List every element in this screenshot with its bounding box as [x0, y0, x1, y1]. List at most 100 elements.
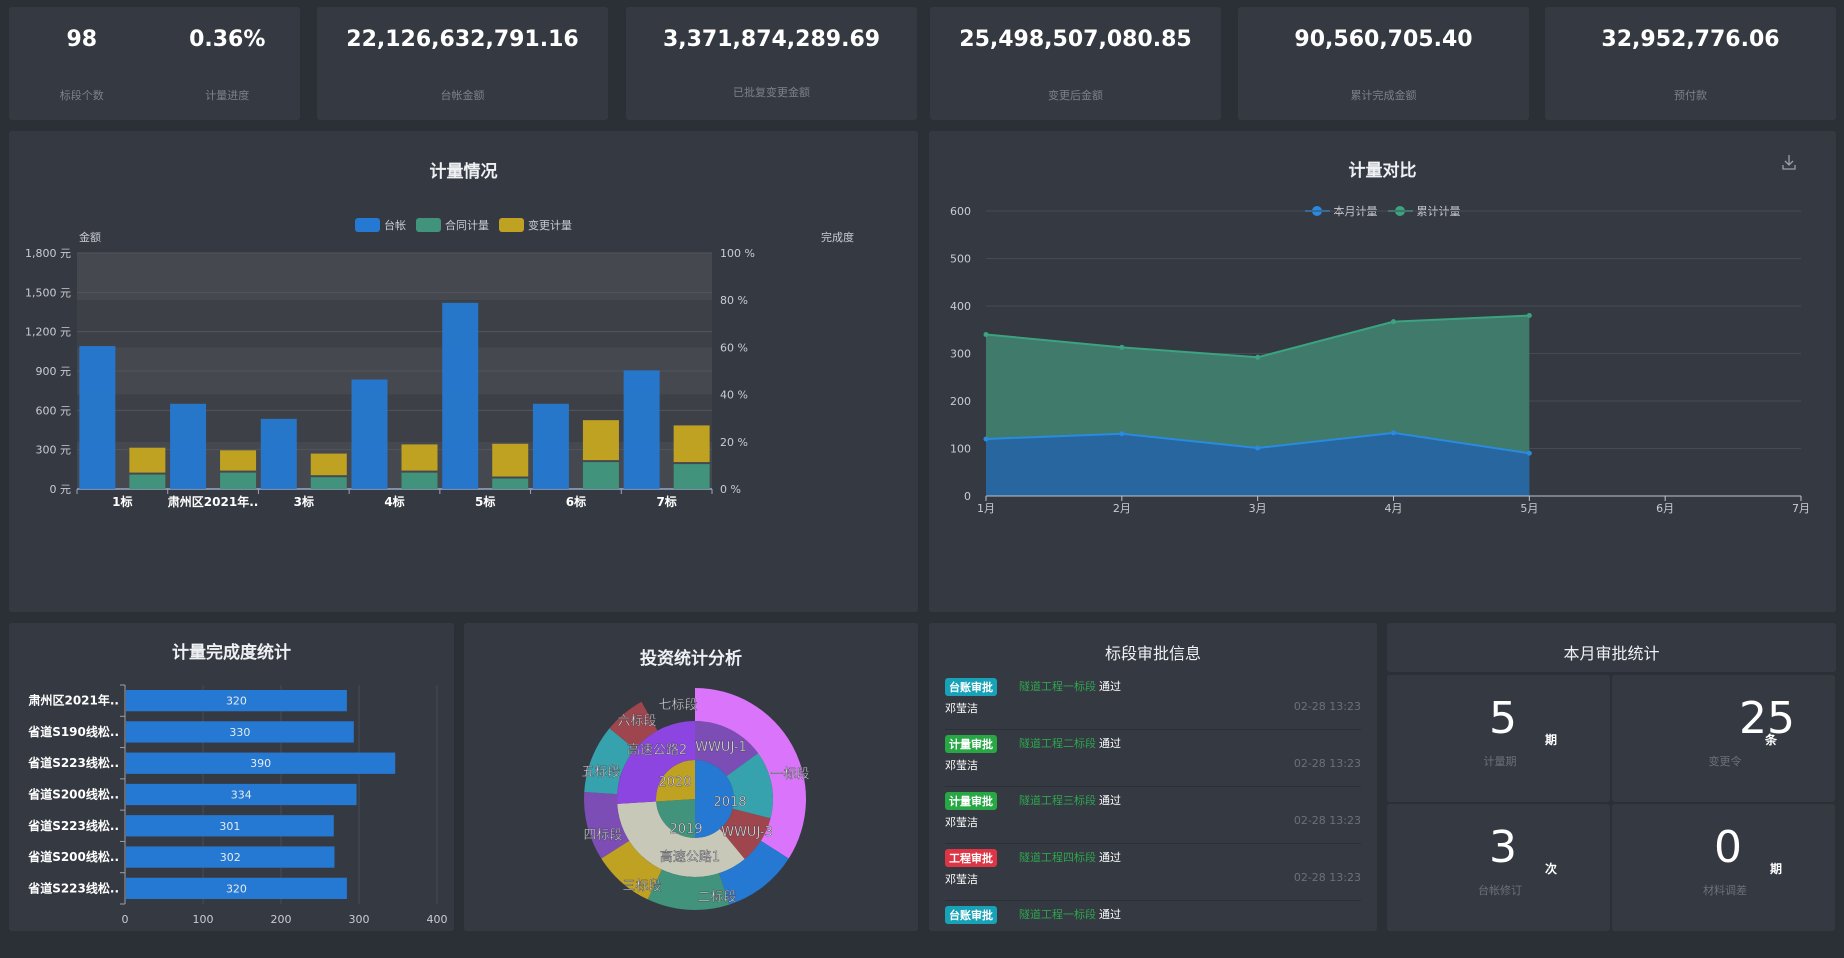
y-tick-label: 200 — [950, 395, 971, 408]
approver-name: 邓莹洁 — [945, 702, 978, 715]
y-tick-label: 1,500 元 — [25, 286, 71, 299]
bar-contract — [220, 472, 257, 489]
x-tick-label: 4标 — [384, 494, 404, 509]
bar-ledger — [351, 379, 388, 489]
y-tick-label-right: 60 % — [720, 341, 748, 354]
bar-change — [129, 447, 166, 473]
y-tick-label: 省道S223线松.. — [27, 755, 119, 770]
stat-value: 5 — [1489, 693, 1517, 744]
sunburst-label: 七标段 — [658, 698, 697, 713]
approval-item[interactable]: 台账审批 隧道工程一标段 通过 邓莹洁 02-28 13:23 — [945, 673, 1361, 730]
y-tick-label: 300 元 — [36, 444, 72, 457]
approver-name: 邓莹洁 — [945, 816, 978, 829]
sunburst-label: 高速公路2 — [627, 742, 687, 758]
approval-section-link[interactable]: 隧道工程三标段 通过 — [1019, 792, 1121, 808]
x-tick-label: 200 — [271, 913, 292, 926]
x-tick-label: 5标 — [475, 494, 495, 509]
kpi-ledger-amount: 22,126,632,791.16 台帐金额 — [317, 7, 608, 120]
y-tick-label: 900 元 — [36, 365, 72, 378]
approval-item[interactable]: 台账审批 隧道工程一标段 通过 — [945, 901, 1361, 958]
y-tick-label: 500 — [950, 253, 971, 266]
bar-contract — [310, 477, 347, 489]
data-point — [1391, 430, 1396, 436]
investment-chart-panel: 投资统计分析 2018 2019 2020 WWUJ-1 WWUJ-3 高速公路1 高速公路… — [464, 623, 918, 931]
section-name: 隧道工程一标段 — [1019, 908, 1096, 921]
approval-result: 通过 — [1099, 680, 1121, 693]
y-axis-title-left: 金额 — [79, 230, 101, 244]
approval-type-badge: 台账审批 — [945, 906, 997, 924]
sunburst-slice — [656, 760, 695, 802]
sunburst-slice — [695, 688, 806, 859]
y-tick-label: 0 元 — [50, 483, 72, 496]
stat-cell: 3 次 台帐修订 — [1387, 804, 1610, 931]
legend-item-change[interactable]: 变更计量 — [499, 217, 572, 233]
y-tick-label-right: 40 % — [720, 389, 748, 402]
stat-label: 计量期 — [1483, 755, 1517, 768]
kpi-label: 变更后金额 — [1048, 89, 1103, 102]
chart-title: 计量完成度统计 — [172, 643, 291, 663]
approval-time: 02-28 13:23 — [1293, 757, 1361, 770]
kpi-value: 25,498,507,080.85 — [959, 27, 1192, 52]
completion-chart: 0 100 200 300 400 肃州区2021年.. 320 省道S190线松.. 330 省… — [27, 684, 448, 926]
approval-time: 02-28 13:23 — [1293, 814, 1361, 827]
approval-item[interactable]: 计量审批 隧道工程三标段 通过 邓莹洁 02-28 13:23 — [945, 787, 1361, 844]
approval-item[interactable]: 计量审批 隧道工程二标段 通过 邓莹洁 02-28 13:23 — [945, 730, 1361, 787]
bar-value-label: 302 — [220, 851, 241, 864]
data-point — [1119, 344, 1125, 350]
y-tick-label: 肃州区2021年.. — [28, 693, 119, 708]
bar-ledger — [260, 418, 297, 489]
x-tick-label: 肃州区2021年.. — [168, 494, 259, 509]
approval-result: 通过 — [1099, 908, 1121, 921]
bar-value-label: 334 — [231, 789, 252, 802]
stat-unit: 次 — [1545, 862, 1558, 876]
chart-title: 计量对比 — [1348, 161, 1417, 181]
bar-change — [310, 453, 347, 476]
legend-item-ledger[interactable]: 台帐 — [355, 217, 406, 233]
sunburst-slice — [601, 840, 662, 900]
sunburst-slice — [695, 760, 734, 838]
metering-chart-panel: 计量情况 台帐 合同计量 变更计量 金额 完成度 0 元 300 元 600 元 90… — [9, 131, 918, 612]
legend-label: 变更计量 — [528, 219, 572, 232]
approval-section-link[interactable]: 隧道工程一标段 通过 — [1019, 678, 1121, 694]
download-icon[interactable] — [1780, 153, 1798, 171]
comparison-chart-panel: 计量对比 本月计量 累计计量 0 100 200 300 400 500 600 1月 2月 3月… — [929, 131, 1836, 612]
bar-value-label: 320 — [226, 882, 247, 895]
monthly-stats-header: 本月审批统计 — [1387, 623, 1836, 672]
kpi-label: 预付款 — [1674, 89, 1707, 102]
approval-section-link[interactable]: 隧道工程四标段 通过 — [1019, 849, 1121, 865]
bar-value-label: 330 — [229, 726, 250, 739]
bar — [126, 721, 354, 743]
x-tick-label: 3月 — [1249, 502, 1267, 515]
y-tick-label: 600 — [950, 205, 971, 218]
bar — [126, 815, 334, 837]
x-tick-label: 6月 — [1656, 502, 1674, 515]
bar-change — [220, 450, 257, 471]
sunburst-slice — [584, 792, 630, 859]
approver-name: 邓莹洁 — [945, 759, 978, 772]
approval-section-link[interactable]: 隧道工程一标段 通过 — [1019, 906, 1121, 922]
x-tick-label: 0 — [122, 913, 129, 926]
kpi-cumulative-done: 90,560,705.40 累计完成金额 — [1238, 7, 1529, 120]
stat-unit: 期 — [1770, 862, 1783, 876]
legend-item-contract[interactable]: 合同计量 — [416, 217, 489, 233]
approval-type-badge: 计量审批 — [945, 735, 997, 753]
sunburst-label: 六标段 — [617, 714, 656, 729]
kpi-approved-change: 3,371,874,289.69 已批复变更金额 — [626, 7, 917, 120]
approval-section-link[interactable]: 隧道工程二标段 通过 — [1019, 735, 1121, 751]
kpi-label: 台帐金额 — [440, 89, 485, 102]
data-point — [1526, 313, 1532, 318]
approval-type-badge: 工程审批 — [945, 849, 997, 867]
kpi-progress: 0.36% 计量进度 — [155, 7, 301, 120]
approval-time: 02-28 13:23 — [1293, 700, 1361, 713]
approval-item[interactable]: 工程审批 隧道工程四标段 通过 邓莹洁 02-28 13:23 — [945, 844, 1361, 901]
bar-change — [492, 443, 529, 477]
approvals-panel: 标段审批信息 台账审批 隧道工程一标段 通过 邓莹洁 02-28 13:23 计量… — [929, 623, 1377, 931]
kpi-label: 标段个数 — [59, 89, 104, 102]
section-name: 隧道工程四标段 — [1019, 851, 1096, 864]
data-point — [1391, 319, 1396, 325]
bar-value-label: 301 — [219, 820, 240, 833]
stat-value: 0 — [1714, 822, 1742, 873]
sunburst-slice — [656, 799, 695, 838]
bar-value-label: 320 — [226, 695, 247, 708]
